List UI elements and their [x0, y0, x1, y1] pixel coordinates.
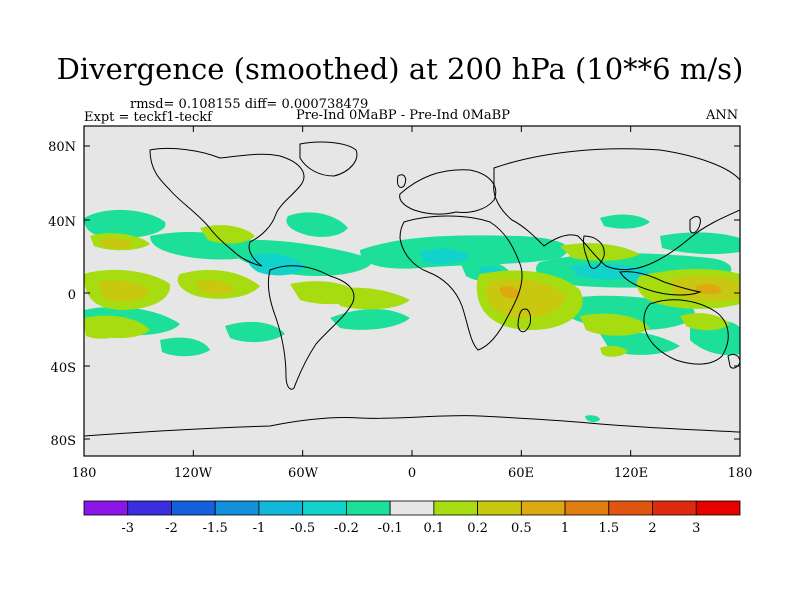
- coast-south-america: [267, 265, 355, 390]
- colorbar-box: [345, 500, 391, 516]
- lon-label-60e: 60E: [508, 466, 534, 481]
- coast-uk: [397, 174, 407, 189]
- coast-japan: [689, 216, 701, 234]
- region-green-spac-east: [225, 321, 285, 343]
- region-green-antarctic-dot: [585, 415, 600, 423]
- colorbar-label: 1: [561, 521, 569, 536]
- coast-antarctica: [84, 415, 740, 437]
- region-olive-npac-west: [100, 237, 134, 249]
- colorbar-box: [608, 500, 653, 516]
- colorbar-labels: -3 -2 -1.5 -1 -0.5 -0.2 -0.1 0.1 0.2 0.5 1 1.5 2 3: [121, 521, 700, 536]
- colorbar-box: [477, 500, 522, 516]
- colorbar-label: 1.5: [598, 521, 619, 536]
- colorbar-box: [258, 500, 304, 516]
- longitude-labels: 180 120W 60W 0 60E 120E 180: [72, 466, 753, 481]
- axis-ticks: [83, 126, 741, 456]
- colorbar-box: [127, 500, 172, 516]
- coast-africa: [399, 215, 523, 351]
- colorbar-label: 2: [648, 521, 656, 536]
- lat-label-40n: 40N: [48, 215, 76, 230]
- divergence-field: [84, 209, 740, 423]
- colorbar-box: [564, 500, 610, 516]
- colorbar-box: [83, 500, 129, 516]
- colorbar-label: -1: [253, 521, 266, 536]
- coast-asia: [493, 148, 740, 271]
- lon-label-120w: 120W: [174, 466, 213, 481]
- colorbar-box: [652, 500, 697, 516]
- lon-label-60w: 60W: [288, 466, 319, 481]
- coast-north-america: [149, 147, 305, 267]
- region-cyan-atlantic: [420, 248, 470, 264]
- colorbar-label: -0.5: [290, 521, 315, 536]
- lon-label-180w: 180: [72, 466, 97, 481]
- region-lime-indian-south: [580, 313, 650, 336]
- lon-label-120e: 120E: [614, 466, 648, 481]
- region-green-npac-west: [84, 209, 166, 239]
- region-olive-epac: [196, 280, 236, 295]
- coast-india: [583, 235, 605, 269]
- region-lime-mexico: [200, 225, 255, 244]
- colorbar-box: [171, 500, 216, 516]
- colorbar-label: 0.5: [511, 521, 532, 536]
- coast-europe: [399, 169, 497, 215]
- region-green-wpac-north: [660, 232, 740, 255]
- region-lime-sandwich: [600, 345, 628, 357]
- coast-madagascar: [517, 308, 531, 333]
- region-green-satlantic: [330, 309, 410, 330]
- season-label: ANN: [706, 108, 739, 123]
- colorbar-label: 3: [692, 521, 700, 536]
- colorbar-label: -0.2: [334, 521, 359, 536]
- lat-label-0: 0: [68, 288, 76, 303]
- latitude-labels: 80N 40N 0 40S 80S: [48, 140, 76, 449]
- region-orange-africa: [500, 286, 520, 299]
- lat-label-80n: 80N: [48, 140, 76, 155]
- colorbar-label: 0.2: [467, 521, 488, 536]
- lon-label-180e: 180: [728, 466, 753, 481]
- coast-australia: [643, 299, 729, 365]
- region-green-atlantic-west: [286, 212, 348, 237]
- region-orange-wpac: [696, 284, 722, 295]
- colorbar-label: 0.1: [424, 521, 445, 536]
- region-green-atlantic: [360, 235, 568, 269]
- region-lime-satlantic: [330, 287, 410, 310]
- colorbar-label: -0.1: [378, 521, 403, 536]
- colorbar-label: -3: [121, 521, 134, 536]
- region-lime-seasia: [560, 243, 640, 261]
- region-lime-spac-ne: [84, 324, 120, 339]
- lat-label-80s: 80S: [51, 434, 76, 449]
- colorbar-label: -2: [165, 521, 178, 536]
- colorbar-box: [389, 500, 435, 516]
- region-green-spac-mid: [160, 337, 210, 357]
- coast-indonesia: [619, 271, 702, 296]
- region-cyan-caribbean: [248, 253, 305, 276]
- experiment-label: Expt = teckf1-teckf: [84, 110, 212, 125]
- colorbar-box: [214, 500, 260, 516]
- colorbar-box: [433, 500, 479, 516]
- colorbar-label: -1.5: [203, 521, 228, 536]
- map-title: Divergence (smoothed) at 200 hPa (10**6 …: [56, 52, 744, 86]
- colorbar-box: [302, 500, 347, 516]
- region-olive-central-pac: [98, 280, 150, 302]
- lon-label-0: 0: [408, 466, 416, 481]
- colorbar-box: [695, 500, 741, 516]
- case-comparison-label: Pre-Ind 0MaBP - Pre-Ind 0MaBP: [296, 108, 510, 123]
- coastlines: [84, 141, 740, 437]
- colorbar-box: [520, 500, 566, 516]
- coast-greenland: [299, 141, 358, 177]
- region-green-asia-north: [600, 214, 650, 229]
- region-lime-australia-east: [680, 313, 730, 331]
- lat-label-40s: 40S: [51, 361, 76, 376]
- colorbar: [83, 500, 741, 516]
- rmsd-diff-stats: rmsd= 0.108155 diff= 0.000738479: [130, 97, 369, 112]
